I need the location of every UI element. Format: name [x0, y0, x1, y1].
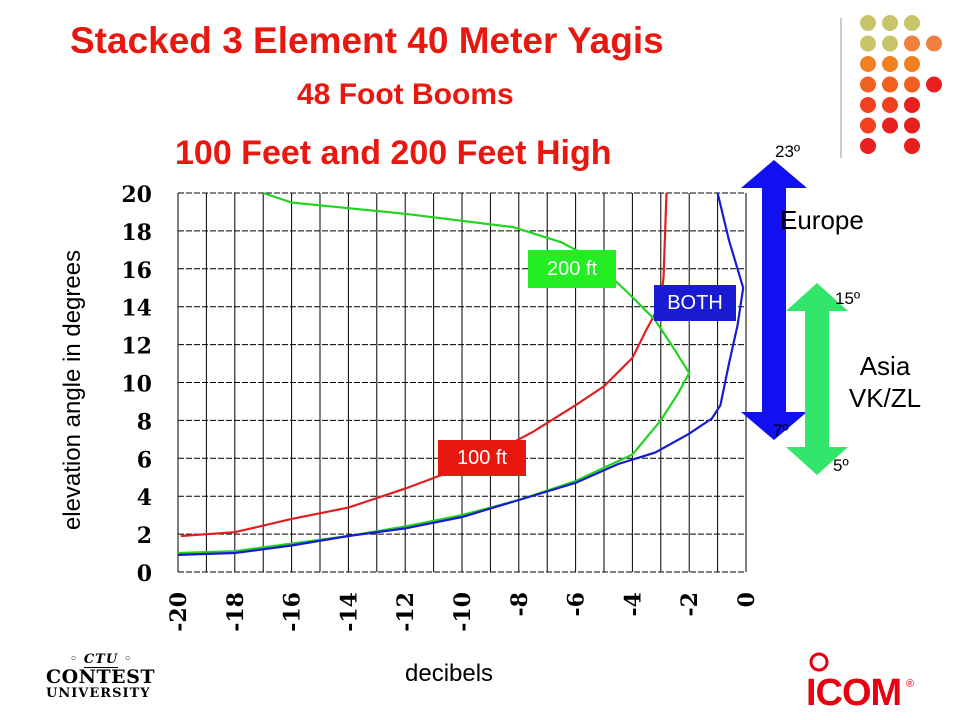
logo-line-contest: CONTEST	[46, 666, 156, 688]
icom-registered-mark: ®	[906, 678, 915, 690]
decorative-dot	[882, 76, 898, 93]
series-label-200ft: 200 ft	[528, 250, 616, 288]
ctu-badge: CTU	[83, 652, 119, 668]
x-tick-label: 0	[734, 592, 760, 607]
decorative-dot	[882, 15, 898, 31]
decorative-dot	[882, 56, 898, 72]
y-tick-label: 12	[121, 334, 152, 360]
decorative-dot	[860, 76, 876, 93]
y-tick-label: 20	[121, 182, 152, 208]
logo-dot-icon: ◦	[69, 652, 79, 667]
decorative-dot	[904, 97, 920, 113]
logo-line-university: UNIVERSITY	[46, 686, 151, 701]
decorative-dot	[904, 56, 920, 72]
icom-wordmark: ICOM	[806, 672, 902, 714]
y-tick-label: 4	[137, 485, 152, 511]
x-tick-label: -14	[336, 592, 362, 632]
decorative-dot	[882, 117, 898, 134]
decorative-dot	[882, 35, 898, 52]
icom-logo: ICOM ®	[800, 650, 920, 714]
asia-label: Asia VK/ZL	[830, 350, 940, 414]
x-axis-label: decibels	[405, 660, 494, 687]
decorative-dot	[860, 15, 876, 31]
chart-title: Stacked 3 Element 40 Meter Yagis	[70, 20, 664, 61]
asia-label-line2: VK/ZL	[848, 383, 922, 413]
asia-top-angle: 15º	[835, 289, 861, 308]
contest-university-logo: ◦ CTU ◦ CONTEST UNIVERSITY	[46, 652, 156, 701]
decorative-dot	[926, 76, 942, 93]
y-tick-label: 14	[121, 296, 152, 322]
y-tick-label: 10	[121, 372, 152, 398]
decorative-dot	[904, 117, 920, 134]
decorative-dot	[860, 97, 876, 113]
asia-bottom-angle: 5º	[833, 456, 849, 475]
decorative-dot	[860, 138, 876, 154]
y-tick-label: 18	[121, 220, 152, 246]
x-tick-label: -10	[450, 592, 476, 632]
decorative-dot	[904, 76, 920, 93]
x-tick-label: -18	[223, 592, 249, 632]
y-tick-label: 8	[137, 409, 152, 435]
x-tick-label: -16	[280, 592, 306, 632]
chart-subtitle-height: 100 Feet and 200 Feet High	[175, 134, 612, 172]
series-label-both: BOTH	[654, 285, 736, 321]
chart-subtitle-boom: 48 Foot Booms	[297, 78, 514, 111]
x-tick-label: -2	[677, 592, 703, 616]
x-tick-label: -20	[166, 592, 192, 632]
x-tick-label: -8	[507, 592, 533, 616]
europe-bottom-angle: 7º	[773, 421, 789, 440]
x-tick-label: -6	[564, 592, 590, 616]
decorative-dot	[904, 138, 920, 154]
y-tick-label: 6	[137, 447, 152, 473]
series-label-100ft: 100 ft	[438, 440, 526, 476]
decorative-dot	[904, 15, 920, 31]
europe-top-angle: 23º	[775, 142, 801, 161]
icom-ring-icon	[809, 652, 829, 672]
decorative-dot	[860, 35, 876, 52]
y-tick-label: 16	[121, 258, 152, 284]
decorative-dot	[860, 117, 876, 134]
y-tick-label: 0	[137, 561, 152, 587]
decorative-dot	[860, 56, 876, 72]
logo-dot-icon: ◦	[123, 652, 133, 667]
x-tick-label: -12	[393, 592, 419, 632]
y-tick-label: 2	[137, 523, 152, 549]
x-tick-label: -4	[620, 592, 646, 616]
decorative-dot	[882, 97, 898, 113]
series-line-2	[177, 192, 745, 556]
decorative-dot	[926, 35, 942, 52]
europe-label: Europe	[780, 205, 864, 235]
decorative-dot	[904, 35, 920, 52]
asia-label-line1: Asia	[859, 351, 911, 381]
